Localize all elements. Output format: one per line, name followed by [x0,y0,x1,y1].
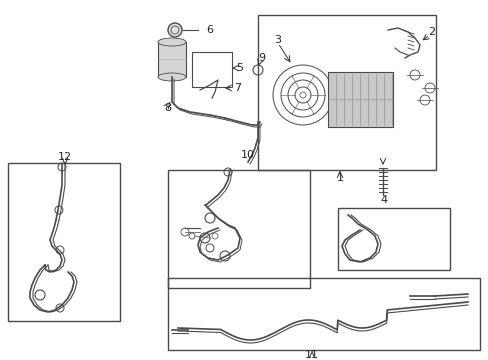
Bar [337,208,449,270]
Text: 9: 9 [258,53,265,63]
Text: 3: 3 [274,35,281,45]
Text: 1: 1 [336,173,343,183]
Text: 7: 7 [234,83,241,93]
Text: 8: 8 [164,103,171,113]
Text: 6: 6 [206,25,213,35]
Bar [168,278,479,350]
Bar [8,163,120,321]
Bar [192,52,231,87]
Ellipse shape [158,73,185,81]
Bar [327,72,392,127]
Bar [158,42,185,77]
Text: 5: 5 [236,63,243,73]
Bar [258,15,435,170]
Text: 10: 10 [241,150,254,160]
Text: 4: 4 [380,195,387,205]
Bar [168,170,309,288]
Text: 12: 12 [58,152,72,162]
Circle shape [168,23,182,37]
Text: 11: 11 [305,350,318,360]
Ellipse shape [158,38,185,46]
Text: 2: 2 [427,27,435,37]
